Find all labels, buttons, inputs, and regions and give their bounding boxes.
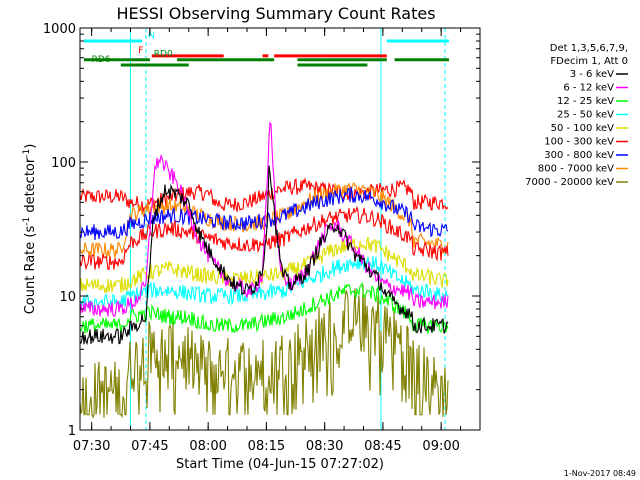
y-tick-label: 100 [51, 156, 76, 171]
x-tick-label: 08:45 [364, 439, 401, 454]
series-line [79, 236, 449, 294]
x-tick-label: 08:15 [248, 439, 285, 454]
series-line [79, 165, 449, 346]
status-bar-label: RD6 [92, 55, 111, 65]
series-line [79, 121, 449, 318]
x-tick-label: 07:45 [131, 439, 168, 454]
legend-entry-label: 3 - 6 keV [570, 69, 614, 80]
x-tick-label: 09:00 [422, 439, 459, 454]
series-line [79, 281, 449, 334]
y-tick-label: 1000 [43, 22, 76, 37]
x-axis: 07:30 07:45 08:00 08:15 08:30 08:45 09:00 [73, 28, 462, 454]
y-tick-label: 10 [59, 290, 76, 305]
series-group [79, 121, 449, 419]
status-bar-label: F [138, 46, 143, 56]
footer-date: 1-Nov-2017 08:49 [564, 469, 636, 478]
plot-frame [79, 27, 481, 431]
series-line [79, 186, 449, 241]
legend-entry-label: 6 - 12 keV [563, 83, 614, 94]
legend: Det 1,3,5,6,7,9, FDecim 1, Att 0 3 - 6 keV… [525, 43, 628, 188]
legend-header: Det 1,3,5,6,7,9, [550, 43, 628, 54]
legend-entry-label: 50 - 100 keV [551, 123, 615, 134]
chart-title: HESSI Observing Summary Count Rates [116, 4, 435, 23]
y-axis: 1 10 100 1000 [43, 22, 480, 439]
legend-entry-label: 800 - 7000 keV [538, 164, 614, 175]
x-tick-label: 08:30 [306, 439, 343, 454]
legend-entry-label: 100 - 300 keV [544, 137, 614, 148]
series-line [79, 284, 449, 419]
status-bars: NF RD0 RD6 [83, 31, 449, 67]
series-line [79, 182, 449, 259]
y-axis-label: Count Rate (s-1 detector-1) [22, 144, 38, 315]
legend-entry-label: 25 - 50 keV [557, 110, 614, 121]
status-bar-label: RD0 [154, 50, 173, 60]
x-tick-label: 07:30 [73, 439, 110, 454]
y-tick-label: 1 [68, 424, 76, 439]
legend-entry-label: 12 - 25 keV [557, 96, 614, 107]
legend-entry-label: 7000 - 20000 keV [525, 177, 614, 188]
legend-header: FDecim 1, Att 0 [550, 56, 628, 67]
status-bar-label: N [148, 31, 155, 41]
x-tick-label: 08:00 [189, 439, 226, 454]
x-axis-label: Start Time (04-Jun-15 07:27:02) [176, 457, 384, 472]
legend-entry-label: 300 - 800 keV [544, 150, 614, 161]
